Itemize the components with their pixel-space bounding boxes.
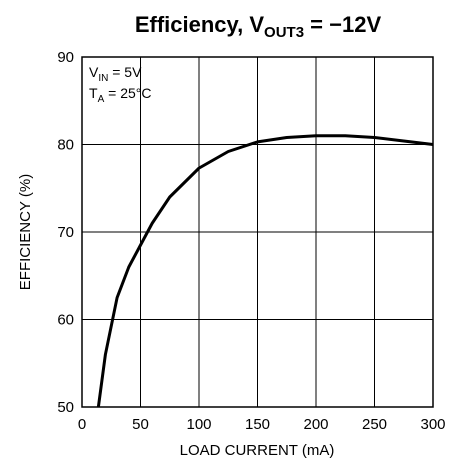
title-part: = −12V bbox=[304, 12, 381, 37]
y-tick-label: 50 bbox=[57, 399, 74, 416]
annotation: TA = 25°C bbox=[89, 85, 151, 105]
annotation-part: T bbox=[89, 85, 98, 101]
x-tick-label: 0 bbox=[78, 416, 86, 433]
annotation-part: = 5V bbox=[108, 64, 142, 80]
x-tick-label: 100 bbox=[186, 416, 211, 433]
y-tick-label: 80 bbox=[57, 137, 74, 154]
x-tick-label: 150 bbox=[245, 416, 270, 433]
chart-title: Efficiency, VOUT3 = −12V bbox=[135, 12, 382, 41]
title-part: Efficiency, V bbox=[135, 12, 265, 37]
title-sub: OUT3 bbox=[264, 24, 304, 41]
x-tick-label: 250 bbox=[362, 416, 387, 433]
x-axis-label: LOAD CURRENT (mA) bbox=[180, 442, 335, 459]
x-tick-label: 200 bbox=[303, 416, 328, 433]
y-axis-label: EFFICIENCY (%) bbox=[17, 174, 34, 290]
annotation: VIN = 5V bbox=[89, 64, 142, 84]
x-tick-label: 300 bbox=[420, 416, 445, 433]
y-tick-label: 70 bbox=[57, 224, 74, 241]
y-tick-label: 60 bbox=[57, 312, 74, 329]
annotation-part: V bbox=[89, 64, 99, 80]
y-tick-label: 90 bbox=[57, 49, 74, 66]
x-tick-label: 50 bbox=[132, 416, 149, 433]
annotation-sub: A bbox=[98, 94, 105, 105]
annotation-sub: IN bbox=[98, 73, 108, 84]
annotation-part: = 25°C bbox=[104, 85, 151, 101]
data-line bbox=[96, 134, 434, 408]
